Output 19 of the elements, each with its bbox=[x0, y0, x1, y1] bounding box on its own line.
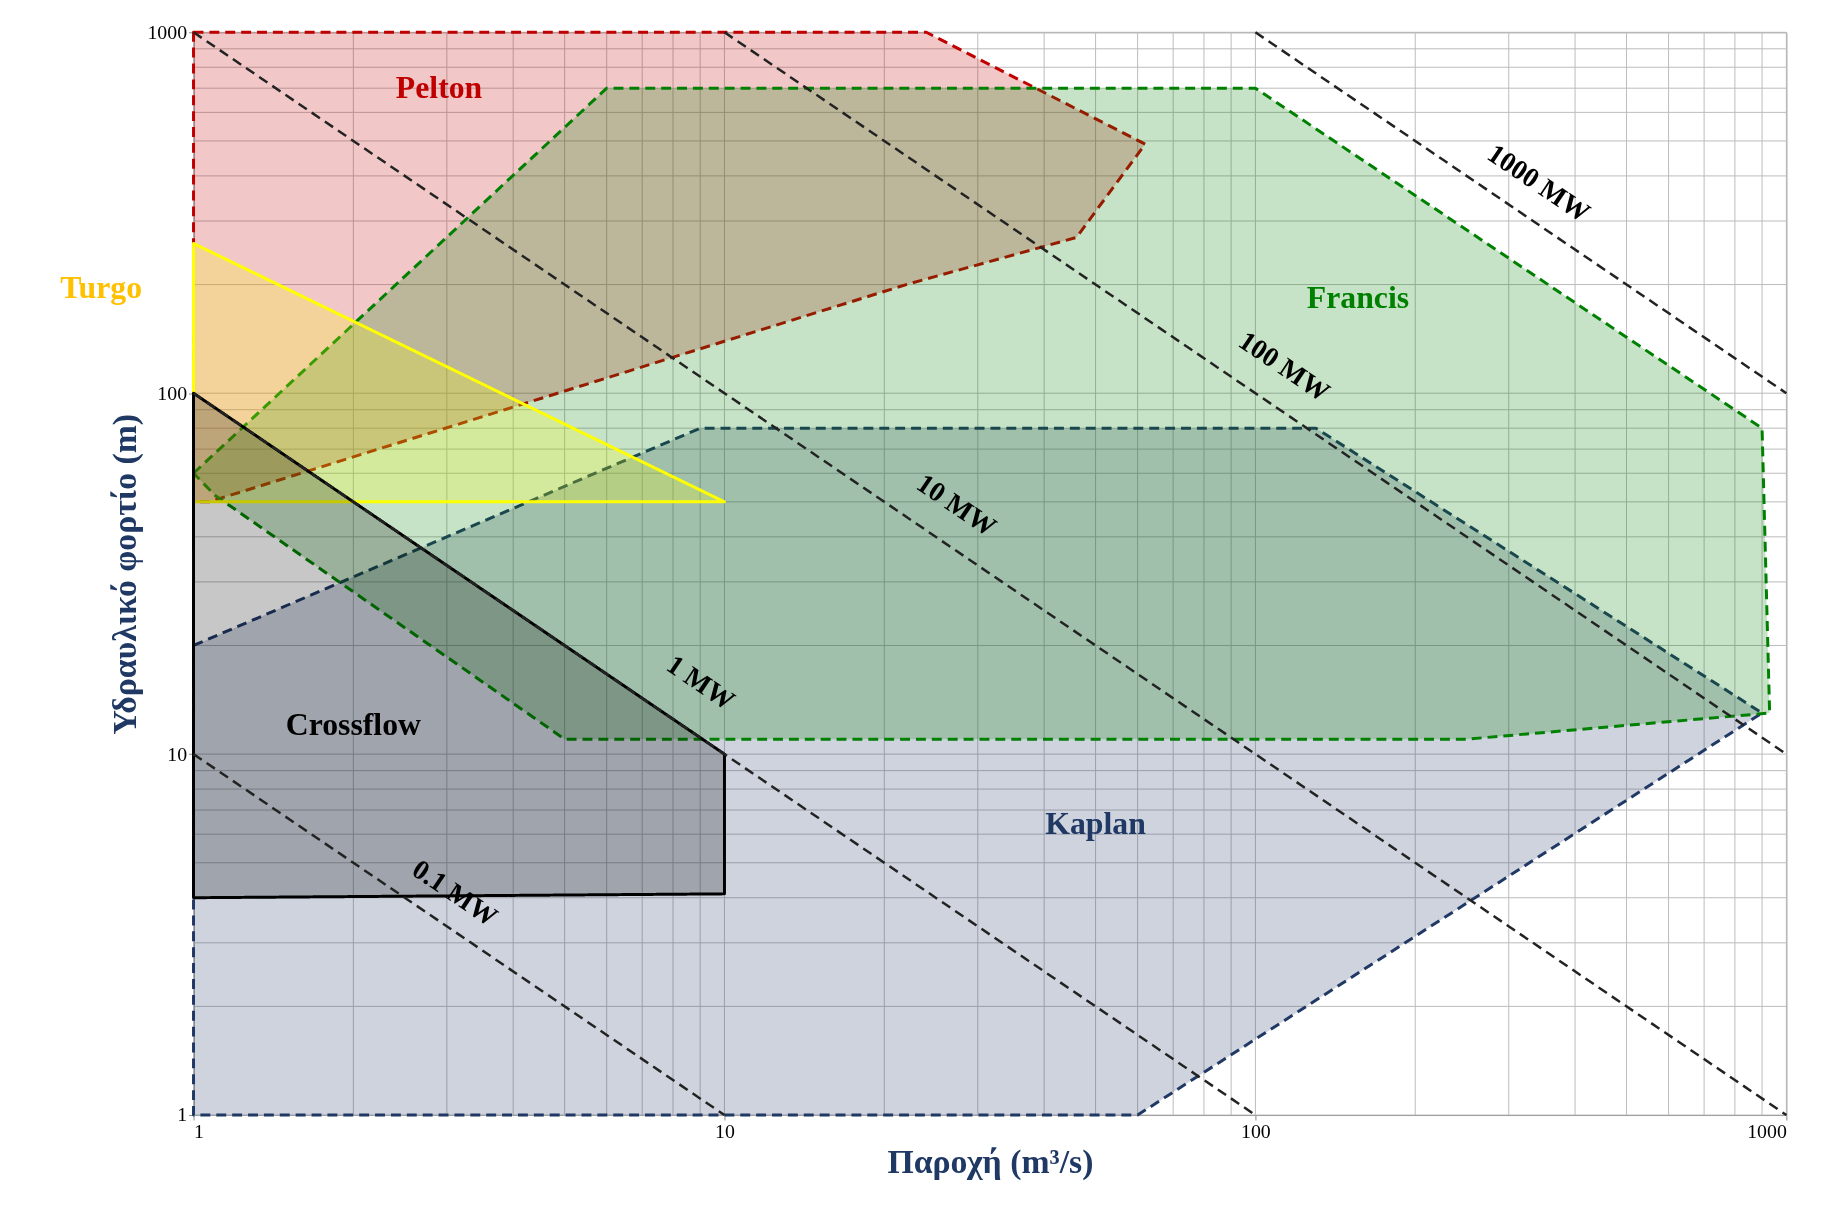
x-tick-label: 100 bbox=[1241, 1120, 1271, 1143]
y-axis-title: Υδραυλικό φορτίο (m) bbox=[106, 413, 145, 735]
text: 1 MW bbox=[661, 648, 741, 717]
x-tick-label: 1000 bbox=[1747, 1120, 1787, 1143]
series-label: Francis bbox=[1306, 279, 1410, 315]
series-label: Crossflow bbox=[285, 707, 422, 743]
y-tick-label: 1000 bbox=[147, 20, 188, 43]
text: 1000 MW bbox=[1482, 137, 1597, 229]
y-tick-label: 10 bbox=[167, 742, 188, 765]
y-tick-label: 100 bbox=[157, 381, 188, 404]
y-tick-label: 1 bbox=[177, 1103, 188, 1126]
x-tick-label: 1 bbox=[194, 1120, 204, 1143]
series-label: Kaplan bbox=[1045, 805, 1147, 841]
text: 100 MW bbox=[1233, 324, 1336, 408]
x-axis-title: Παροχή (m³/s) bbox=[887, 1143, 1094, 1182]
series-label: Turgo bbox=[60, 269, 143, 305]
text: 10 MW bbox=[911, 467, 1003, 543]
x-tick-label: 10 bbox=[715, 1120, 735, 1143]
series-label: Pelton bbox=[395, 70, 483, 106]
